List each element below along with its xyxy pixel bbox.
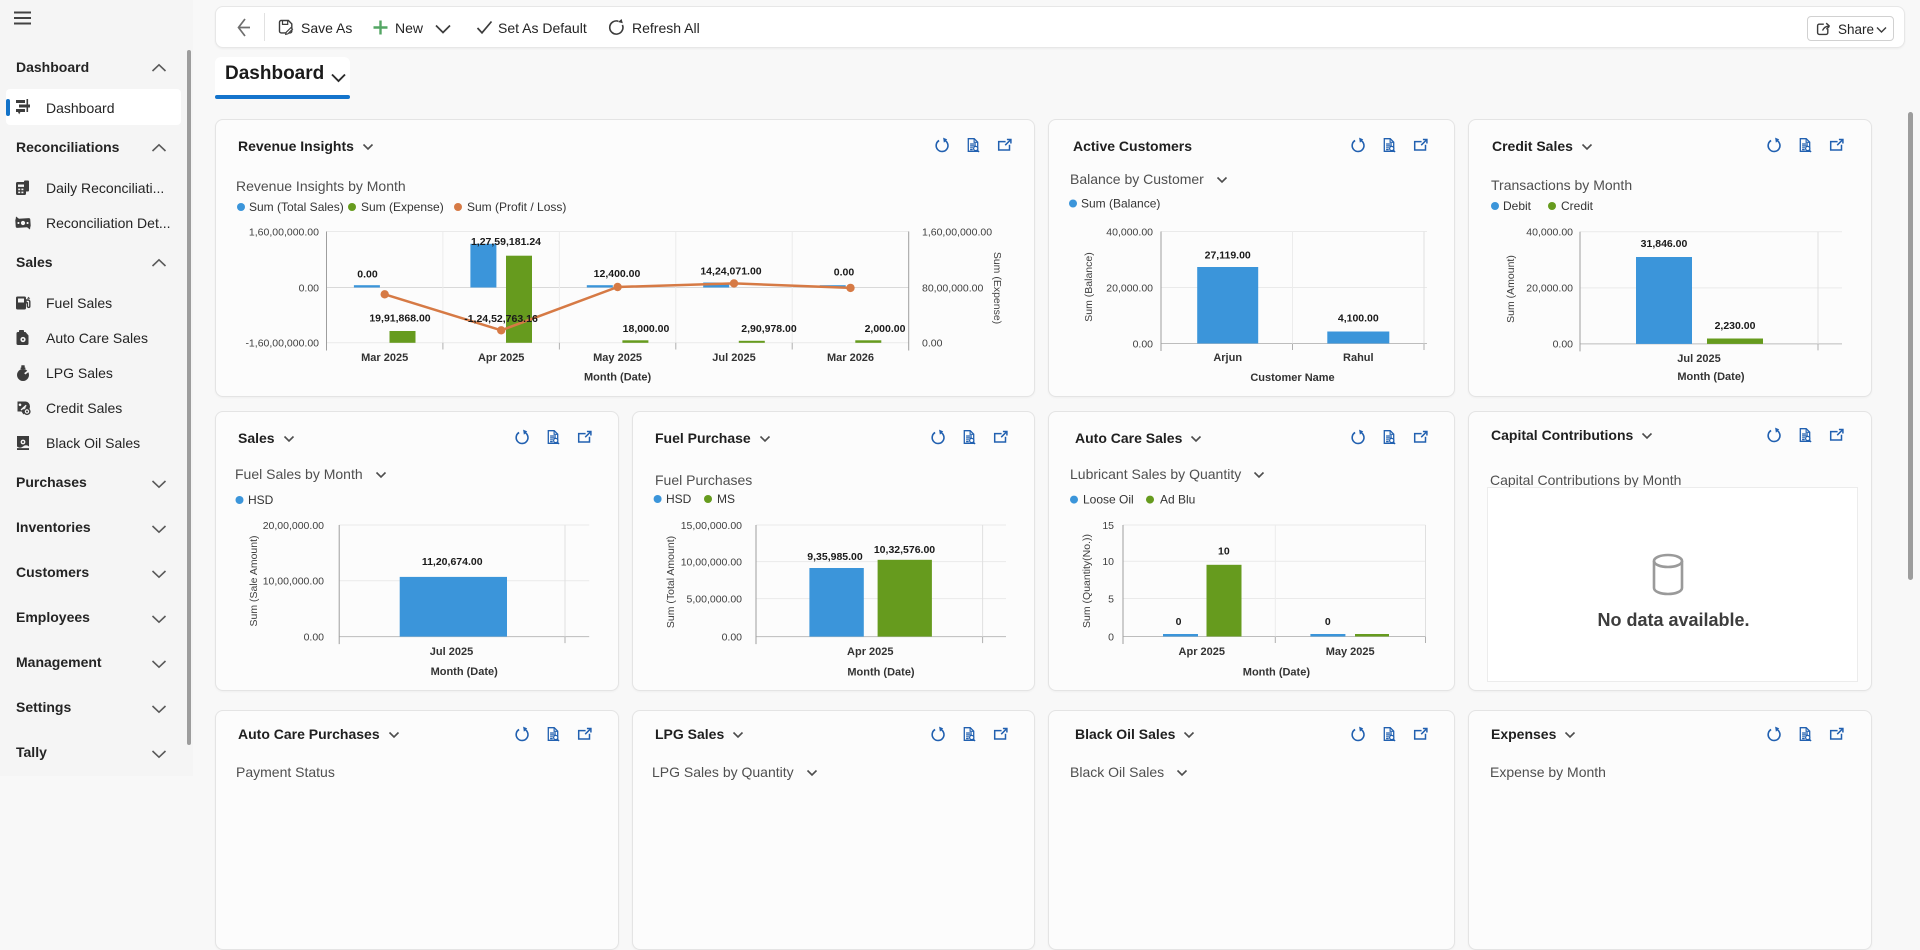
svg-text:Month (Date): Month (Date) — [584, 372, 652, 384]
svg-text:27,119.00: 27,119.00 — [1205, 250, 1251, 262]
svg-text:20,000.00: 20,000.00 — [1106, 282, 1153, 294]
svg-text:2,90,978.00: 2,90,978.00 — [741, 323, 797, 335]
svg-text:Jul 2025: Jul 2025 — [1677, 353, 1720, 365]
svg-text:0: 0 — [1325, 616, 1331, 628]
svg-text:1,60,00,000.00: 1,60,00,000.00 — [922, 227, 992, 239]
svg-text:14,24,071.00: 14,24,071.00 — [700, 265, 761, 277]
svg-text:0: 0 — [1108, 631, 1114, 643]
svg-text:5,00,000.00: 5,00,000.00 — [687, 593, 743, 605]
svg-text:MS: MS — [717, 492, 735, 506]
svg-text:20,00,000.00: 20,00,000.00 — [263, 520, 324, 532]
svg-text:Month (Date): Month (Date) — [1243, 666, 1311, 678]
svg-text:10,00,000.00: 10,00,000.00 — [263, 576, 324, 588]
svg-text:0.00: 0.00 — [722, 631, 743, 643]
svg-text:1,60,00,000.00: 1,60,00,000.00 — [249, 226, 319, 238]
svg-text:15,00,000.00: 15,00,000.00 — [681, 520, 742, 532]
svg-text:2,230.00: 2,230.00 — [1715, 320, 1756, 332]
svg-text:4,100.00: 4,100.00 — [1338, 313, 1379, 325]
svg-text:Sum (Amount): Sum (Amount) — [1505, 255, 1517, 323]
svg-text:Month (Date): Month (Date) — [431, 666, 499, 678]
svg-text:18,000.00: 18,000.00 — [623, 323, 670, 335]
svg-text:Jul 2025: Jul 2025 — [430, 646, 473, 658]
svg-text:9,35,985.00: 9,35,985.00 — [807, 551, 863, 563]
svg-text:0.00: 0.00 — [1553, 339, 1574, 351]
svg-text:80,00,000.00: 80,00,000.00 — [922, 282, 983, 294]
svg-text:40,000.00: 40,000.00 — [1106, 226, 1153, 238]
svg-text:31,846.00: 31,846.00 — [1641, 238, 1688, 250]
svg-text:0: 0 — [1176, 616, 1182, 628]
svg-text:Mar 2025: Mar 2025 — [361, 352, 408, 364]
svg-text:0.00: 0.00 — [304, 631, 325, 643]
svg-text:May 2025: May 2025 — [1326, 646, 1375, 658]
svg-text:11,20,674.00: 11,20,674.00 — [422, 556, 483, 568]
svg-text:Sum (Sale Amount): Sum (Sale Amount) — [248, 535, 260, 626]
svg-text:15: 15 — [1102, 520, 1114, 532]
svg-text:-1,24,52,763.16: -1,24,52,763.16 — [464, 313, 538, 325]
svg-text:19,91,868.00: 19,91,868.00 — [369, 313, 430, 325]
svg-text:40,000.00: 40,000.00 — [1526, 227, 1573, 239]
svg-text:HSD: HSD — [248, 493, 274, 507]
svg-text:1,27,59,181.24: 1,27,59,181.24 — [471, 236, 541, 248]
svg-text:Apr 2025: Apr 2025 — [847, 646, 893, 658]
svg-text:Rahul: Rahul — [1343, 352, 1374, 364]
svg-text:Sum (Total Sales): Sum (Total Sales) — [249, 200, 344, 214]
svg-text:Sum (Total Amount): Sum (Total Amount) — [665, 536, 677, 628]
svg-text:0.00: 0.00 — [1133, 338, 1154, 350]
svg-text:0.00: 0.00 — [834, 267, 855, 279]
svg-text:Ad Blu: Ad Blu — [1160, 493, 1195, 507]
svg-text:Month (Date): Month (Date) — [1677, 371, 1745, 383]
svg-text:Month (Date): Month (Date) — [847, 667, 915, 679]
svg-text:Loose Oil: Loose Oil — [1083, 493, 1134, 507]
svg-text:10: 10 — [1218, 546, 1230, 558]
svg-text:Sum (Profit / Loss): Sum (Profit / Loss) — [467, 200, 566, 214]
svg-text:Debit: Debit — [1503, 199, 1532, 213]
svg-text:Sum (Expense): Sum (Expense) — [991, 252, 1003, 324]
svg-text:May 2025: May 2025 — [593, 352, 642, 364]
svg-text:Arjun: Arjun — [1213, 352, 1242, 364]
svg-text:10: 10 — [1102, 556, 1114, 568]
svg-text:2,000.00: 2,000.00 — [865, 323, 906, 335]
svg-text:12,400.00: 12,400.00 — [594, 268, 641, 280]
svg-text:Customer Name: Customer Name — [1250, 372, 1334, 384]
svg-text:0.00: 0.00 — [357, 268, 378, 280]
svg-text:Jul 2025: Jul 2025 — [712, 352, 755, 364]
svg-text:20,000.00: 20,000.00 — [1526, 283, 1573, 295]
svg-text:Sum (Balance): Sum (Balance) — [1083, 252, 1095, 321]
svg-text:HSD: HSD — [666, 492, 692, 506]
svg-text:Apr 2025: Apr 2025 — [478, 352, 524, 364]
svg-text:0.00: 0.00 — [299, 282, 320, 294]
svg-text:Sum (Expense): Sum (Expense) — [361, 200, 444, 214]
svg-text:Sum (Balance): Sum (Balance) — [1081, 197, 1160, 211]
svg-text:Apr 2025: Apr 2025 — [1179, 646, 1225, 658]
svg-text:5: 5 — [1108, 593, 1114, 605]
svg-text:10,32,576.00: 10,32,576.00 — [874, 544, 935, 556]
svg-text:10,00,000.00: 10,00,000.00 — [681, 556, 742, 568]
svg-text:Sum (Quantity(No.)): Sum (Quantity(No.)) — [1081, 534, 1093, 628]
svg-text:-1,60,00,000.00: -1,60,00,000.00 — [245, 338, 319, 350]
svg-text:0.00: 0.00 — [922, 337, 943, 349]
svg-text:Mar 2026: Mar 2026 — [827, 352, 874, 364]
svg-text:Credit: Credit — [1561, 199, 1594, 213]
